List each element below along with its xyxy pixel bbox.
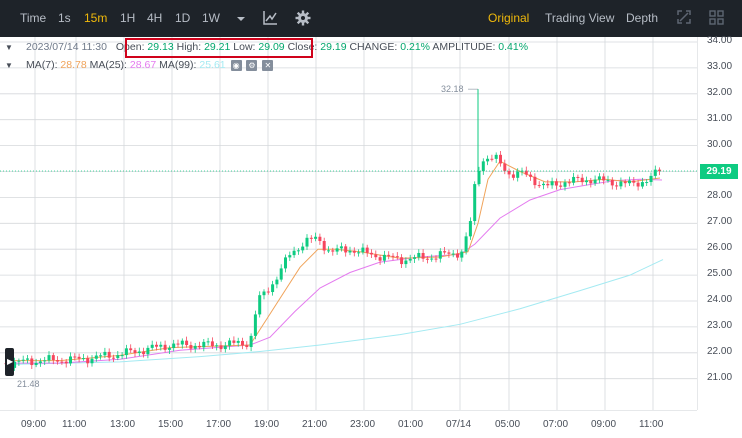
change-label: CHANGE: [349, 41, 398, 53]
time-label[interactable]: Time [20, 11, 47, 25]
visibility-eye-icon[interactable]: ◉ [230, 59, 242, 71]
price-tick: 30.00 [707, 138, 733, 150]
fullscreen-icon[interactable] [677, 10, 691, 29]
ma99-value: 25.61 [199, 59, 226, 71]
ma25-line [6, 178, 663, 364]
time-tick: 07/14 [446, 419, 472, 430]
close-label: Close: [287, 41, 318, 53]
max-price-marker: 32.18 [441, 84, 464, 94]
chart-toolbar: Time 1s 15m 1H 4H 1D 1W Original Trading… [0, 0, 742, 37]
change-value: 0.21% [400, 41, 431, 53]
ma25-label: MA(25): [89, 59, 127, 71]
price-tick: 21.00 [707, 371, 733, 383]
sidebar-handle[interactable]: ▶ [5, 348, 14, 376]
ma25-value: 28.67 [129, 59, 157, 71]
view-original[interactable]: Original [488, 11, 530, 25]
view-depth[interactable]: Depth [626, 11, 659, 25]
ma99-label: MA(99): [159, 59, 197, 71]
price-tick: 31.00 [707, 112, 733, 124]
time-tick: 17:00 [206, 419, 232, 430]
price-tick: 24.00 [707, 294, 733, 305]
time-tick: 09:00 [21, 419, 47, 430]
interval-1h[interactable]: 1H [120, 11, 136, 25]
ma7-value: 28.78 [60, 59, 87, 71]
price-tick: 26.00 [707, 242, 733, 254]
time-tick: 11:00 [62, 419, 87, 430]
low-label: Low: [233, 41, 256, 53]
time-tick: 09:00 [591, 419, 617, 430]
price-tick: 27.00 [707, 216, 733, 228]
expand-arrow-icon: ▶ [7, 357, 14, 366]
interval-15m[interactable]: 15m [84, 11, 108, 25]
ma-close-icon[interactable]: ✕ [262, 59, 274, 71]
low-value: 29.09 [258, 41, 285, 53]
amplitude-label: AMPLITUDE: [432, 41, 496, 53]
ma7-label: MA(7): [26, 59, 58, 71]
time-tick: 05:00 [495, 419, 521, 430]
high-value: 29.21 [204, 41, 231, 53]
ma-info-row: ▼ MA(7): 28.78 MA(25): 28.67 MA(99): 25.… [5, 59, 274, 71]
layout-grid-icon[interactable] [709, 10, 724, 30]
highlight-box [125, 38, 313, 58]
ma7-line [6, 160, 661, 362]
time-tick: 07:00 [543, 419, 569, 430]
time-tick: 15:00 [158, 419, 184, 430]
collapse-ma-caret-icon[interactable]: ▼ [5, 61, 13, 70]
price-tick: 33.00 [707, 60, 733, 72]
price-tick: 23.00 [707, 319, 733, 331]
price-axis[interactable]: 34.0033.0032.0031.0030.0029.0028.0027.00… [697, 35, 742, 410]
time-tick: 11:00 [639, 419, 664, 430]
interval-1w[interactable]: 1W [202, 11, 220, 25]
candlestick-chart[interactable] [0, 37, 697, 410]
collapse-caret-icon[interactable]: ▼ [5, 43, 13, 52]
candles [4, 88, 662, 372]
more-intervals-dropdown-icon[interactable] [236, 11, 246, 29]
min-price-marker: 21.48 [17, 379, 40, 389]
settings-gear-icon[interactable] [295, 10, 311, 31]
time-tick: 23:00 [350, 419, 376, 430]
high-label: High: [176, 41, 202, 53]
time-tick: 19:00 [254, 419, 280, 430]
price-tick: 32.00 [707, 86, 733, 98]
ma99-line [5, 259, 664, 365]
close-value: 29.19 [320, 41, 347, 53]
price-tick: 34.00 [707, 35, 733, 46]
open-value: 29.13 [147, 41, 174, 53]
time-axis[interactable]: 09:00 11:00 13:00 15:00 17:00 19:00 21:00 23:00… [0, 410, 697, 438]
interval-4h[interactable]: 4H [147, 11, 163, 25]
interval-1s[interactable]: 1s [58, 11, 71, 25]
last-price-tag: 29.19 [700, 164, 738, 179]
price-tick: 22.00 [707, 345, 733, 357]
price-tick: 25.00 [707, 268, 733, 280]
time-tick: 13:00 [110, 419, 136, 430]
candle-datetime: 2023/07/14 11:30 [26, 41, 107, 53]
amplitude-value: 0.41% [498, 41, 529, 53]
view-trading-view[interactable]: Trading View [545, 11, 615, 25]
price-tick: 28.00 [707, 190, 733, 202]
ma-settings-icon[interactable]: ⚙ [246, 59, 258, 71]
indicators-icon[interactable] [262, 10, 278, 31]
open-label: Open: [115, 41, 145, 53]
interval-1d[interactable]: 1D [175, 11, 191, 25]
time-tick: 01:00 [398, 419, 424, 430]
ohlc-info-row: ▼ 2023/07/14 11:30 Open: 29.13 High: 29.… [5, 41, 529, 53]
time-tick: 21:00 [302, 419, 328, 430]
